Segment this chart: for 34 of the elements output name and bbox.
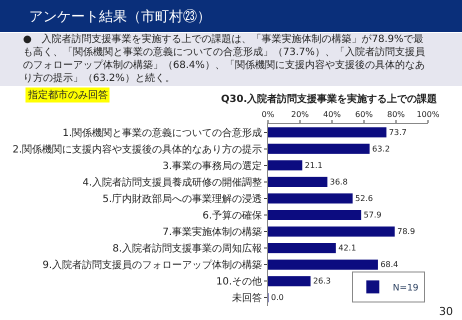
data-label: 52.6 (355, 194, 373, 203)
y-tick-label: 8.入院者訪問支援事業の周知広報 (112, 242, 262, 255)
y-tick-label: 3.事業の事務局の選定 (162, 160, 262, 172)
x-tick-label: 40% (323, 110, 342, 119)
text: 指定都市のみ回答 (27, 89, 108, 101)
data-label: 21.1 (304, 160, 323, 170)
x-tick-label: 0% (262, 110, 275, 119)
x-tick-label: 60% (355, 110, 374, 119)
data-label: 68.4 (380, 260, 398, 270)
data-label: 42.1 (338, 244, 356, 253)
y-tick-label: 2.関係機関に支援内容や支援後の具体的なあり方の提示 (12, 143, 262, 156)
y-tick-label: 7.事業実施体制の構築 (162, 226, 262, 238)
x-tick-label: 100% (416, 110, 440, 119)
x-tick-label: 80% (387, 110, 406, 119)
y-tick-label: 9.入院者訪問支援員のフォローアップ体制の構築 (42, 259, 262, 272)
y-tick-label: 1.関係機関と事業の意義についての合意形成 (62, 126, 262, 139)
text: アンケート結果（市町村㉓） (29, 9, 211, 25)
y-tick-label: 10.その他 (216, 276, 262, 288)
y-tick-label: 4.入院者訪問支援員養成研修の開催調整 (82, 176, 262, 188)
data-label: 78.9 (397, 227, 416, 236)
data-label: 36.8 (330, 177, 348, 186)
chart-title: Q30.入院者訪問支援事業を実施する上での課題 (221, 93, 438, 105)
data-label: 57.9 (364, 210, 382, 220)
text: 30 (439, 305, 453, 318)
text: ● 入院者訪問支援事業を実施する上での課題は、「事業実施体制の構築」が78.9%で最も高く、「関係機関と事業の意義についての合意形成」（73.7%）、「入院者訪問支援員のフォローアップ体制の構築」（68.4%）、「関係機関に支援内容や支援後の具体的なあり方の提示」（63.2%）と続く。 (23, 33, 425, 84)
data-label: 73.7 (388, 128, 407, 137)
data-label: 63.2 (372, 144, 390, 154)
data-label: 26.3 (313, 276, 331, 286)
legend-label: N=19 (392, 283, 419, 294)
data-label: 0.0 (271, 293, 284, 302)
x-tick-label: 20% (291, 110, 310, 119)
y-tick-label: 6.予算の確保 (202, 210, 262, 222)
y-tick-label: 5.庁内財政部局への事業理解の浸透 (102, 192, 262, 205)
y-tick-label: 未回答 (232, 292, 262, 304)
